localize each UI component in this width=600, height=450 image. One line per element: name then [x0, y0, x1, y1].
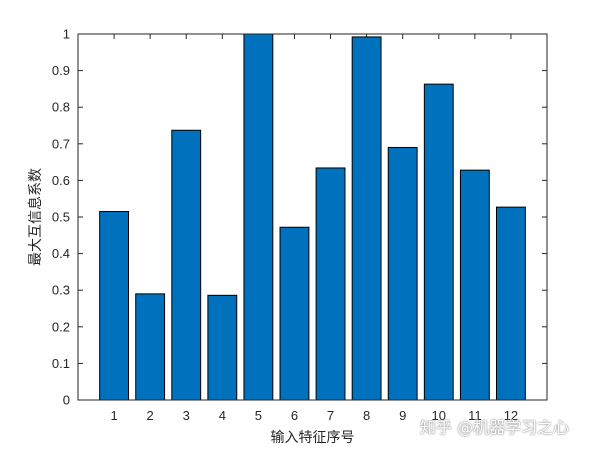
x-tick-label: 2 [147, 408, 154, 423]
x-axis-label: 输入特征序号 [271, 430, 355, 446]
y-tick-label: 0.2 [52, 319, 70, 334]
x-tick-label: 9 [399, 408, 406, 423]
y-tick-label: 0.1 [52, 356, 70, 371]
y-tick-label: 0 [63, 393, 70, 408]
x-tick-label: 1 [110, 408, 117, 423]
x-tick-label: 3 [183, 408, 190, 423]
y-tick-label: 0.4 [52, 246, 70, 261]
y-tick-labels: 0 0.1 0.2 0.3 0.4 0.5 0.6 0.7 0.8 0.9 1 [52, 27, 70, 408]
y-tick-label: 0.5 [52, 210, 70, 225]
bar-9 [387, 146, 418, 401]
y-tick-label: 0.7 [52, 136, 70, 151]
x-tick-label: 8 [363, 408, 370, 423]
bar-1 [99, 211, 130, 401]
bar-12 [495, 206, 526, 401]
watermark: 知乎 @机器学习之心 [420, 418, 570, 437]
bar-11 [459, 169, 490, 401]
y-axis-label: 最大互信息系数 [27, 168, 44, 266]
x-tick-label: 10 [432, 408, 446, 423]
bar-2 [135, 293, 166, 401]
x-tick-label: 5 [255, 408, 262, 423]
y-tick-label: 0.3 [52, 283, 70, 298]
bars [99, 33, 526, 401]
y-tick-label: 0.8 [52, 100, 70, 115]
y-tick-label: 0.6 [52, 173, 70, 188]
x-tick-label: 12 [504, 408, 518, 423]
bar-5 [243, 33, 274, 401]
x-tick-label: 6 [291, 408, 298, 423]
bar-3 [171, 129, 202, 401]
bar-8 [351, 36, 382, 401]
y-tick-label: 1 [63, 27, 70, 42]
bar-7 [315, 167, 346, 401]
axes-box [77, 33, 548, 401]
bar-10 [423, 83, 454, 401]
bar-6 [279, 226, 310, 401]
x-tick-label: 11 [468, 408, 482, 423]
x-tick-labels: 1 2 3 4 5 6 7 8 9 10 11 12 [110, 408, 518, 423]
x-tick-label: 7 [327, 408, 334, 423]
bar-4 [207, 294, 238, 401]
x-tick-label: 4 [219, 408, 226, 423]
y-tick-label: 0.9 [52, 63, 70, 78]
